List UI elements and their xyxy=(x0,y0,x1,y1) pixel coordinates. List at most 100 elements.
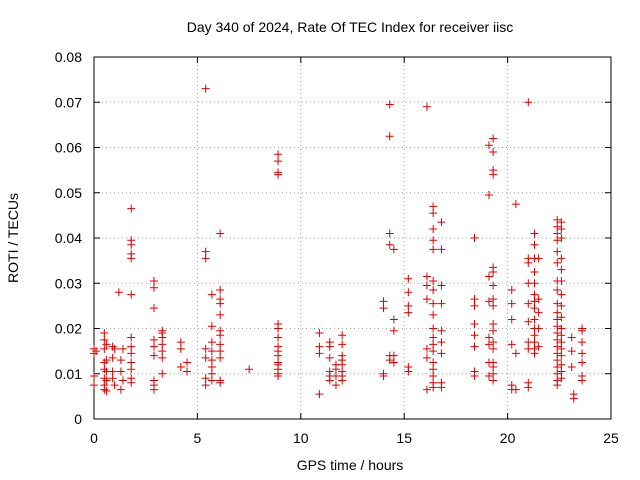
data-point xyxy=(127,365,136,374)
data-point xyxy=(578,349,587,358)
data-point xyxy=(207,362,216,371)
data-point xyxy=(325,342,334,351)
data-point xyxy=(553,362,562,371)
data-point xyxy=(511,200,520,209)
data-point xyxy=(534,295,543,304)
data-point xyxy=(553,381,562,390)
data-point xyxy=(207,369,216,378)
data-point xyxy=(274,150,283,159)
data-point xyxy=(524,299,533,308)
data-point xyxy=(127,378,136,387)
data-point xyxy=(553,299,562,308)
data-point xyxy=(149,385,158,394)
data-point xyxy=(429,365,438,374)
data-point xyxy=(534,342,543,351)
data-point xyxy=(404,301,413,310)
data-point xyxy=(557,313,566,322)
data-point xyxy=(149,304,158,313)
data-point xyxy=(489,338,498,347)
data-point xyxy=(404,367,413,376)
data-point xyxy=(338,360,347,369)
data-point xyxy=(429,236,438,245)
data-point xyxy=(158,353,167,362)
data-point xyxy=(389,315,398,324)
data-point xyxy=(470,342,479,351)
data-point xyxy=(201,254,210,263)
data-point xyxy=(530,315,539,324)
data-point xyxy=(90,349,98,358)
data-points xyxy=(90,84,587,403)
data-point xyxy=(530,240,539,249)
data-point xyxy=(325,376,334,385)
data-point xyxy=(422,295,431,304)
data-point xyxy=(489,369,498,378)
data-point xyxy=(429,276,438,285)
data-point xyxy=(149,283,158,292)
data-point xyxy=(489,319,498,328)
data-point xyxy=(429,245,438,254)
y-tick-label: 0.03 xyxy=(55,275,82,291)
data-point xyxy=(567,362,576,371)
data-point xyxy=(114,288,123,297)
data-point xyxy=(489,134,498,143)
x-tick-label: 25 xyxy=(603,430,619,446)
data-point xyxy=(557,360,566,369)
data-point xyxy=(507,340,516,349)
data-point xyxy=(557,290,566,299)
data-point xyxy=(127,240,136,249)
data-point xyxy=(489,267,498,276)
data-point xyxy=(530,331,539,340)
data-point xyxy=(100,365,109,374)
data-point xyxy=(116,367,125,376)
data-point xyxy=(183,358,192,367)
data-point xyxy=(216,353,225,362)
data-point xyxy=(274,170,283,179)
data-point xyxy=(553,222,562,231)
data-point xyxy=(524,383,533,392)
data-point xyxy=(422,281,431,290)
data-point xyxy=(274,351,283,360)
plot-frame xyxy=(93,56,612,420)
data-point xyxy=(557,234,566,242)
data-point xyxy=(489,148,498,157)
data-point xyxy=(484,272,493,281)
data-point xyxy=(553,322,562,331)
data-point xyxy=(110,344,119,353)
data-point xyxy=(429,310,438,319)
data-point xyxy=(429,358,438,367)
data-point xyxy=(118,376,127,385)
data-point xyxy=(553,356,562,365)
data-point xyxy=(158,333,167,342)
data-point xyxy=(553,247,562,256)
data-point xyxy=(90,372,98,381)
data-point xyxy=(158,340,167,349)
data-point xyxy=(470,301,479,310)
data-point xyxy=(216,299,225,308)
data-point xyxy=(437,383,446,392)
data-point xyxy=(149,276,158,285)
data-point xyxy=(553,236,562,245)
data-point xyxy=(429,286,438,295)
data-point xyxy=(530,297,539,306)
data-point xyxy=(484,141,493,150)
data-point xyxy=(429,372,438,381)
x-axis-label: GPS time / hours xyxy=(297,457,404,473)
data-point xyxy=(557,218,566,227)
data-point xyxy=(553,215,562,224)
data-point xyxy=(207,347,216,356)
data-point xyxy=(489,301,498,310)
data-point xyxy=(489,362,498,371)
data-point xyxy=(429,340,438,349)
data-point xyxy=(100,335,109,344)
data-point xyxy=(530,290,539,299)
data-point xyxy=(429,299,438,308)
data-point xyxy=(108,367,117,376)
data-point xyxy=(507,286,516,295)
data-point xyxy=(338,331,347,340)
data-point xyxy=(557,265,566,274)
data-point xyxy=(207,338,216,347)
data-point xyxy=(422,272,431,281)
x-axis-tick-labels: 0 5 10 15 20 25 xyxy=(90,430,619,446)
data-point xyxy=(149,342,158,351)
